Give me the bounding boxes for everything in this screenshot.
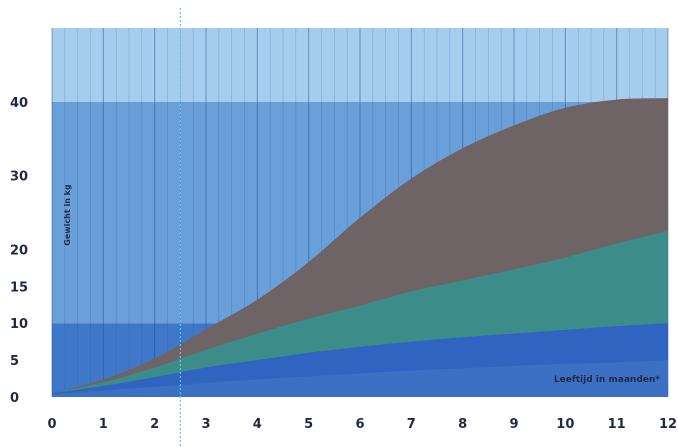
y-tick-label: 20 <box>10 243 28 258</box>
x-tick-label: 12 <box>659 417 677 432</box>
y-tick-label: 40 <box>10 96 28 111</box>
x-tick-label: 9 <box>509 417 518 432</box>
x-tick-label: 5 <box>304 417 313 432</box>
y-tick-label: 10 <box>10 317 28 332</box>
y-tick-label: 30 <box>10 170 28 185</box>
series-area-3 <box>52 360 668 397</box>
x-tick-label: 10 <box>556 417 574 432</box>
y-tick-label: 5 <box>10 354 19 369</box>
x-tick-label: 4 <box>253 417 262 432</box>
x-tick-label: 11 <box>608 417 626 432</box>
x-tick-label: 8 <box>458 417 467 432</box>
x-tick-label: 2 <box>150 417 159 432</box>
x-tick-label: 7 <box>407 417 416 432</box>
y-tick-label: 0 <box>10 391 19 406</box>
x-tick-label: 6 <box>355 417 364 432</box>
y-tick-label: 15 <box>10 280 28 295</box>
x-tick-label: 0 <box>47 417 56 432</box>
x-axis-ticks: 0 1 2 3 4 5 6 7 8 9 10 11 12 <box>47 417 677 432</box>
y-axis-ticks: 0 5 10 15 20 30 40 <box>10 96 28 406</box>
series-areas <box>52 98 668 398</box>
y-axis-label: Gewicht in kg <box>63 184 72 246</box>
x-tick-label: 1 <box>99 417 108 432</box>
x-tick-label: 3 <box>201 417 210 432</box>
x-axis-label: Leeftijd in maanden* <box>554 375 660 385</box>
